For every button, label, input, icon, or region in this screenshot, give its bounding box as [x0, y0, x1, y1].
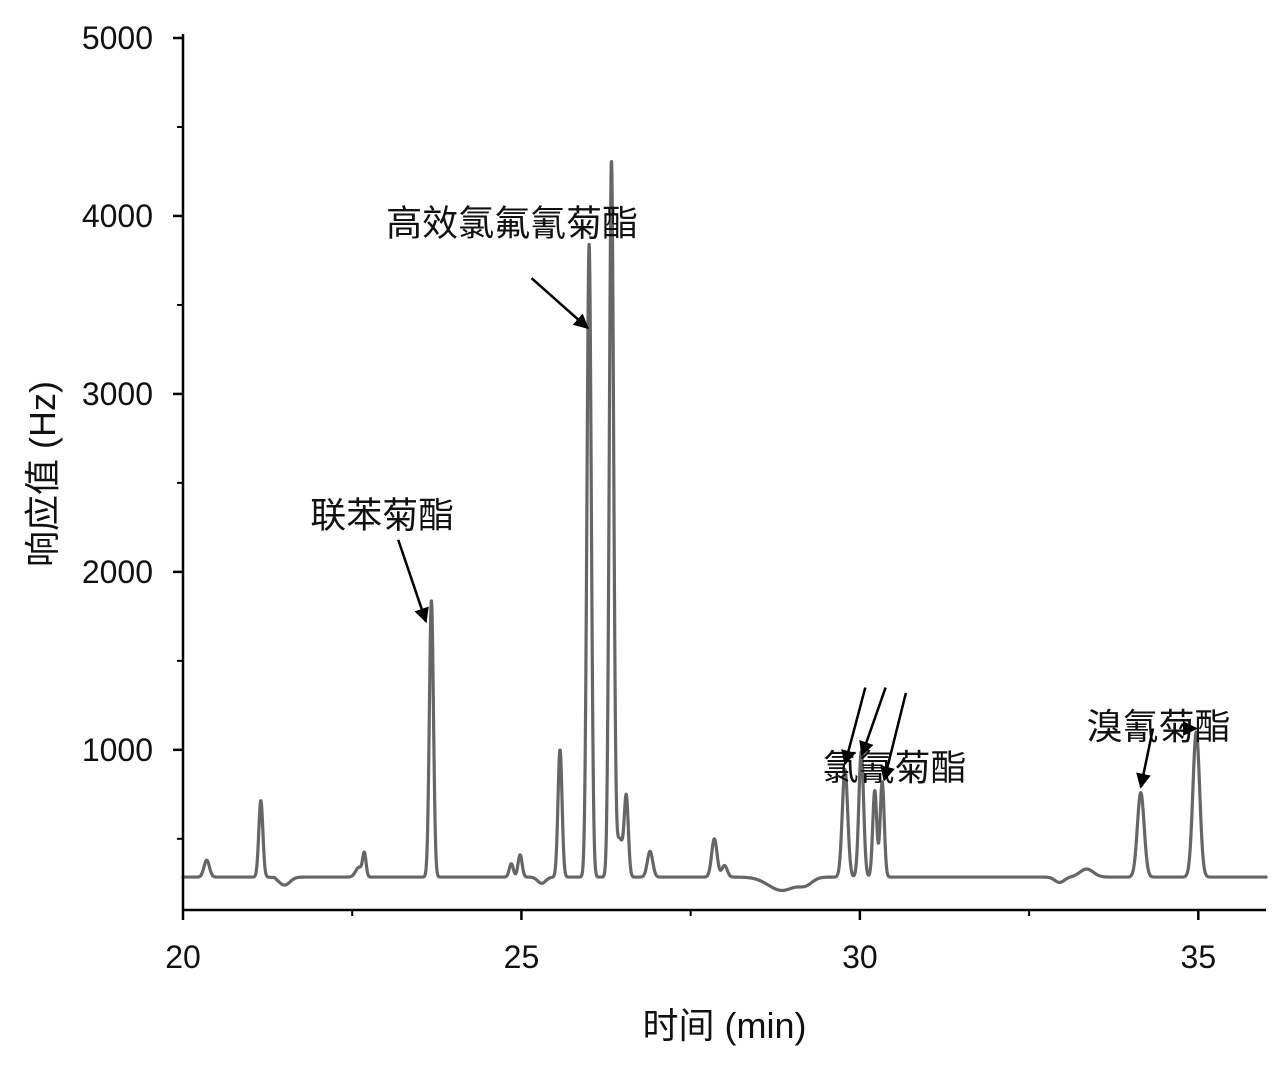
annotation-arrow [1136, 728, 1155, 789]
plot-area [181, 160, 1268, 893]
annotation-arrow [530, 277, 589, 330]
y-tick-label: 3000 [82, 376, 153, 412]
y-tick-label: 5000 [82, 20, 153, 56]
annotation-arrow [880, 692, 908, 782]
annotation-arrow [841, 687, 867, 766]
x-tick-label: 35 [1181, 939, 1217, 975]
x-axis-title: 时间 (min) [643, 1005, 807, 1046]
y-tick-label: 2000 [82, 554, 153, 590]
peak-label: 氯氰菊酯 [823, 747, 967, 788]
y-tick-label: 4000 [82, 198, 153, 234]
x-tick-label: 25 [504, 939, 540, 975]
annotation-arrow [397, 539, 429, 624]
annotation-arrow [859, 687, 887, 757]
x-tick-label: 20 [165, 939, 201, 975]
chromatogram-trace [181, 160, 1268, 893]
x-tick-label: 30 [842, 939, 878, 975]
axes: 20 25 30 35 1000 2000 3000 4000 5000 [82, 20, 1266, 975]
peak-label: 联苯菊酯 [310, 494, 454, 535]
peak-label: 高效氯氟氰菊酯 [386, 203, 638, 244]
y-tick-label: 1000 [82, 732, 153, 768]
y-axis-title: 响应值 (Hz) [22, 381, 63, 567]
peak-label: 溴氰菊酯 [1087, 706, 1231, 747]
